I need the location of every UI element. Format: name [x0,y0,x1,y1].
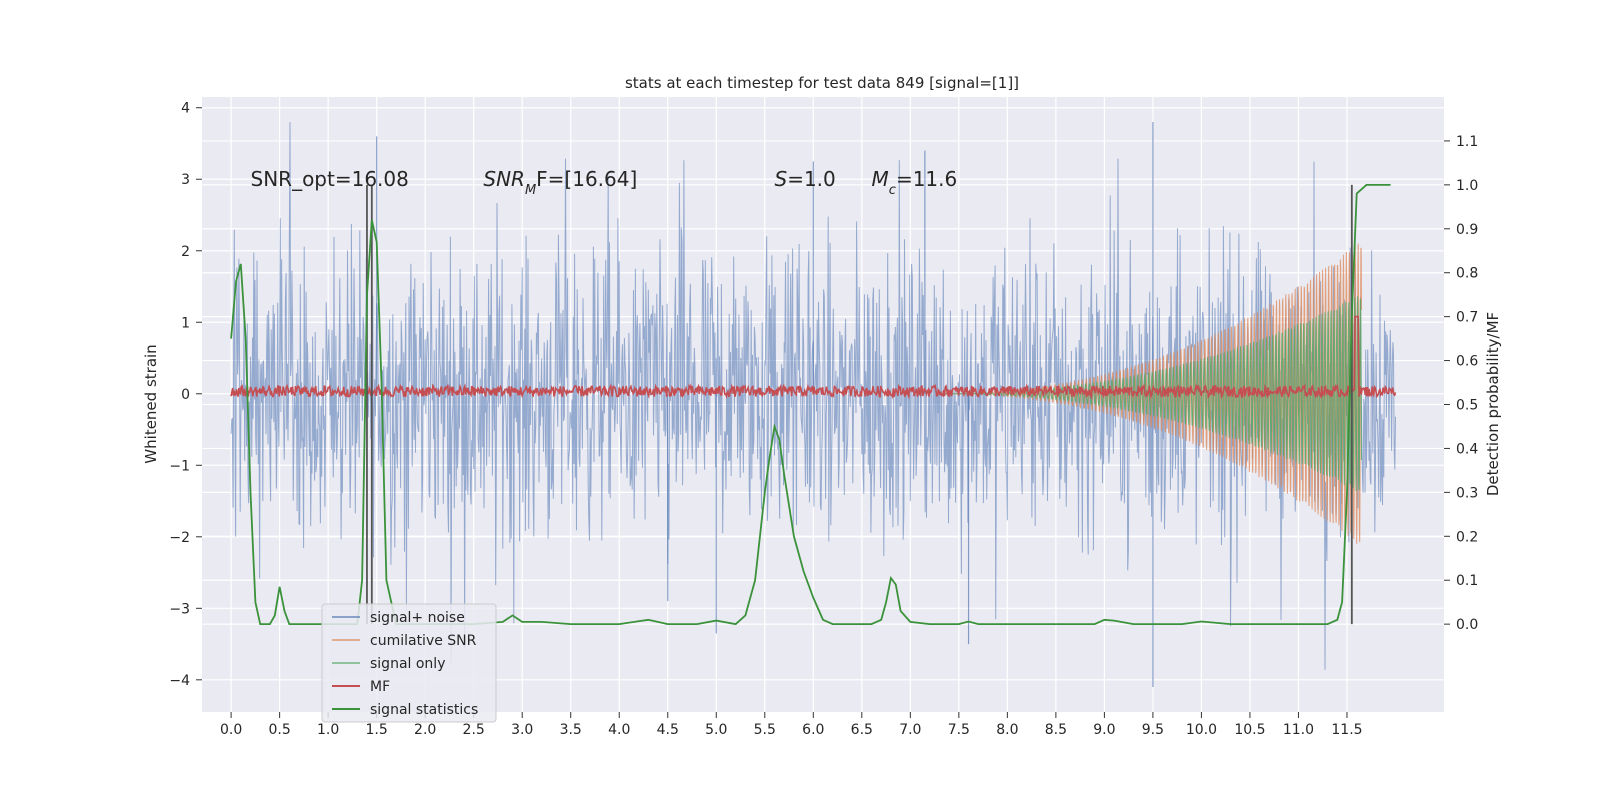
x-tick-label: 4.0 [608,722,630,738]
y2-tick-label: 0.6 [1456,354,1478,370]
y-axis-label: Whitened strain [142,344,160,463]
x-tick-label: 6.5 [851,722,873,738]
x-axis-ticks: 0.0 0.5 1.0 1.5 2.0 2.5 3.0 3.5 4.0 4.5 5.0 5.5 6.0 6… [220,712,1363,738]
x-tick-label: 9.5 [1142,722,1164,738]
x-tick-label: 11.0 [1283,722,1314,738]
annotation-value: =11.6 [896,167,957,191]
y-tick-label: 4 [181,101,190,117]
x-tick-label: 11.5 [1331,722,1362,738]
y2-tick-label: 0.1 [1456,573,1478,589]
annotation-value: F=[16.64] [536,167,637,191]
y2-tick-label: 0.7 [1456,310,1478,326]
x-tick-label: 5.0 [705,722,727,738]
x-tick-label: 8.0 [996,722,1018,738]
x-tick-label: 6.0 [802,722,824,738]
annotation: SNRMF=[16.64] [483,167,637,198]
annotation-value: =1.0 [787,167,836,191]
annotation-subscript: c [889,183,896,198]
x-tick-label: 1.0 [317,722,339,738]
annotation: S=1.0 [774,167,835,191]
mf-line [230,315,1397,400]
y2-tick-label: 0.4 [1456,441,1478,457]
x-tick-label: 8.5 [1045,722,1067,738]
y2-tick-label: 1.0 [1456,178,1478,194]
y2-axis-ticks: 0.0 0.1 0.2 0.3 0.4 0.5 0.6 0.7 0.8 0.9 1.0 1.1 [1444,134,1478,633]
legend-label: signal only [370,656,445,672]
y-tick-label: −3 [169,601,190,617]
y-tick-label: −4 [169,673,190,689]
y-tick-label: −1 [169,458,190,474]
x-tick-label: 0.5 [268,722,290,738]
legend-label: signal statistics [370,702,478,718]
legend-label: cumilative SNR [370,633,477,649]
x-tick-label: 10.5 [1234,722,1265,738]
x-tick-label: 5.5 [754,722,776,738]
legend-label: MF [370,679,390,695]
x-tick-label: 7.5 [948,722,970,738]
chart-annotations: SNR_opt=16.08 SNRMF=[16.64] S=1.0 Mc=11.6 [251,167,958,198]
annotation-subscript: M [525,183,536,198]
y2-tick-label: 0.5 [1456,398,1478,414]
x-tick-label: 4.5 [657,722,679,738]
legend: signal+ noise cumilative SNR signal only MF… [321,603,497,723]
y-tick-label: 0 [181,387,190,403]
y2-tick-label: 0.0 [1456,617,1478,633]
y2-tick-label: 0.8 [1456,266,1478,282]
y-tick-label: 1 [181,315,190,331]
chart-title: stats at each timestep for test data 849… [625,74,1019,92]
y2-tick-label: 0.9 [1456,222,1478,238]
annotation-symbol: S [774,167,787,191]
plot-series [230,121,1397,687]
x-tick-label: 10.0 [1186,722,1217,738]
y-tick-label: 3 [181,172,190,188]
y2-axis-label: Detection probability/MF [1484,312,1502,496]
y-axis-ticks: −4 −3 −2 −1 0 1 2 3 4 [169,101,202,689]
legend-label: signal+ noise [370,610,465,626]
y2-tick-label: 1.1 [1456,134,1478,150]
y2-tick-label: 0.3 [1456,485,1478,501]
annotation-symbol: M [872,167,889,191]
x-tick-label: 2.5 [463,722,485,738]
x-tick-label: 7.0 [899,722,921,738]
signal-only-line [939,296,1362,492]
x-tick-label: 1.5 [366,722,388,738]
legend-box [321,603,497,723]
y2-tick-label: 0.2 [1456,529,1478,545]
y-tick-label: −2 [169,530,190,546]
y-tick-label: 2 [181,244,190,260]
annotation-symbol: SNR [483,167,525,191]
x-tick-label: 3.5 [560,722,582,738]
x-tick-label: 3.0 [511,722,533,738]
x-tick-label: 2.0 [414,722,436,738]
x-tick-label: 0.0 [220,722,242,738]
x-tick-label: 9.0 [1093,722,1115,738]
annotation: Mc=11.6 [872,167,958,198]
annotation: SNR_opt=16.08 [251,167,409,191]
